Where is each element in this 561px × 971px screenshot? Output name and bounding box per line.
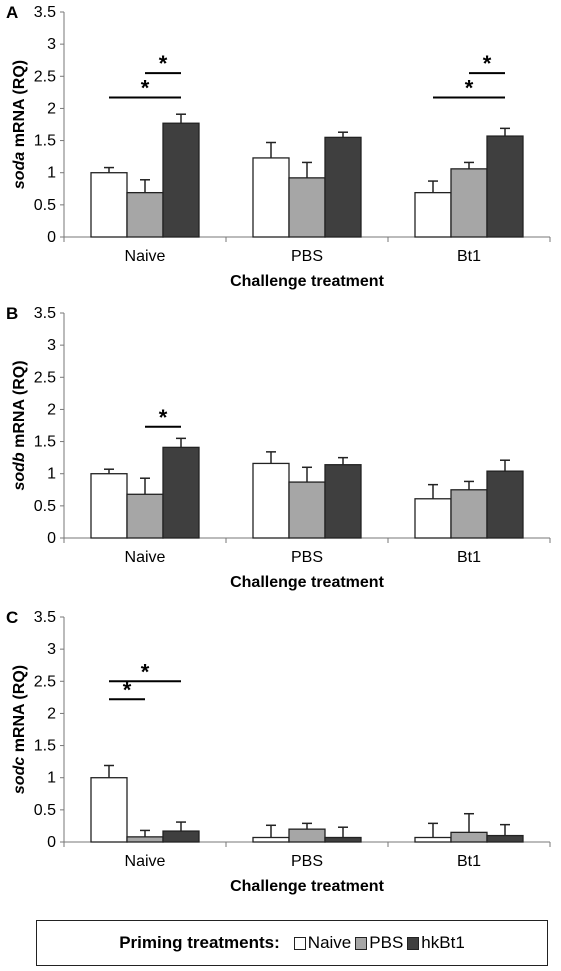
bar-c bbox=[252, 836, 290, 843]
x-tick-label-c: PBS bbox=[291, 853, 323, 870]
bar-c bbox=[288, 828, 326, 843]
x-tick-label-b: PBS bbox=[291, 549, 323, 566]
bar-a bbox=[486, 135, 524, 238]
legend-item-pbs: PBS bbox=[355, 933, 403, 953]
bar-c bbox=[162, 830, 200, 843]
bar-a bbox=[162, 122, 200, 238]
y-tick-label-c: 0 bbox=[47, 834, 56, 851]
y-tick-label-c: 1.5 bbox=[34, 738, 56, 755]
x-tick-label-a: Bt1 bbox=[457, 248, 481, 265]
y-tick-label-a: 3 bbox=[47, 36, 56, 53]
y-axis-title-gene-b: sodb bbox=[11, 452, 28, 490]
x-axis-title-b: Challenge treatment bbox=[230, 574, 384, 591]
bar-b bbox=[252, 462, 290, 539]
bar-a bbox=[324, 136, 362, 238]
y-tick-label-c: 0.5 bbox=[34, 802, 56, 819]
significance-star-b: * bbox=[159, 405, 168, 430]
y-axis-title-gene-c: sodc bbox=[11, 757, 28, 794]
x-tick-label-c: Bt1 bbox=[457, 853, 481, 870]
y-tick-label-c: 1 bbox=[47, 770, 56, 787]
y-tick-label-a: 1 bbox=[47, 165, 56, 182]
y-tick-label-c: 2.5 bbox=[34, 673, 56, 690]
y-axis-title-b: sodb mRNA (RQ) bbox=[11, 360, 28, 490]
y-tick-label-b: 3 bbox=[47, 337, 56, 354]
x-axis-title-a: Challenge treatment bbox=[230, 273, 384, 290]
bar-b bbox=[90, 473, 128, 539]
legend-title: Priming treatments: bbox=[119, 933, 280, 952]
x-axis-title-c: Challenge treatment bbox=[230, 878, 384, 895]
y-axis-title-unit-b: mRNA (RQ) bbox=[11, 360, 28, 452]
panel-label-c: C bbox=[6, 608, 18, 627]
y-axis-title-gene-a: soda bbox=[11, 152, 28, 189]
bar-c bbox=[126, 836, 164, 843]
bar-c bbox=[414, 836, 452, 843]
legend-swatch-naive bbox=[293, 936, 306, 950]
x-tick-label-c: Naive bbox=[125, 853, 166, 870]
y-tick-label-b: 3.5 bbox=[34, 305, 56, 322]
bar-a bbox=[126, 191, 164, 238]
x-tick-label-b: Naive bbox=[125, 549, 166, 566]
y-tick-label-a: 2 bbox=[47, 100, 56, 117]
panel-b: B 0 0.5 1 1.5 2 2.5 3 3.5 Naive PBS Bt1 Challenge tr… bbox=[6, 304, 551, 591]
significance-star-a: * bbox=[159, 51, 168, 76]
significance-star-a: * bbox=[483, 51, 492, 76]
y-axis-title-unit-c: mRNA (RQ) bbox=[11, 665, 28, 757]
y-tick-label-b: 0 bbox=[47, 530, 56, 547]
panel-label-a: A bbox=[6, 3, 18, 22]
legend-swatch-pbs bbox=[355, 936, 368, 950]
y-tick-label-a: 0.5 bbox=[34, 197, 56, 214]
bar-b bbox=[288, 481, 326, 539]
panel-a: A 0 0.5 1 1.5 2 2.5 3 3.5 Naive PBS Bt1 Challenge tr… bbox=[6, 3, 551, 290]
legend-label-hkbt1: hkBt1 bbox=[421, 933, 465, 952]
legend-item-hkbt1: hkBt1 bbox=[407, 933, 465, 953]
x-tick-label-a: Naive bbox=[125, 248, 166, 265]
significance-star-c: * bbox=[141, 659, 150, 684]
bar-c bbox=[450, 831, 488, 843]
bar-a bbox=[288, 177, 326, 238]
y-tick-label-c: 3 bbox=[47, 641, 56, 658]
bar-b bbox=[486, 470, 524, 539]
y-tick-label-a: 2.5 bbox=[34, 68, 56, 85]
x-tick-label-b: Bt1 bbox=[457, 549, 481, 566]
bar-c bbox=[486, 834, 524, 843]
y-tick-label-b: 1 bbox=[47, 466, 56, 483]
bar-a bbox=[450, 168, 488, 238]
legend-swatch-hkbt1 bbox=[407, 936, 420, 950]
y-tick-label-b: 1.5 bbox=[34, 434, 56, 451]
bar-c bbox=[324, 836, 362, 843]
significance-star-a: * bbox=[465, 76, 474, 101]
y-tick-label-b: 0.5 bbox=[34, 498, 56, 515]
y-tick-label-b: 2.5 bbox=[34, 369, 56, 386]
legend: Priming treatments: Naive PBS hkBt1 bbox=[36, 920, 548, 966]
bar-b bbox=[324, 464, 362, 539]
y-tick-label-a: 3.5 bbox=[34, 4, 56, 21]
bar-a bbox=[252, 157, 290, 238]
legend-item-naive: Naive bbox=[293, 933, 352, 953]
significance-star-c: * bbox=[123, 677, 132, 702]
bar-c bbox=[90, 777, 128, 843]
panel-label-b: B bbox=[6, 304, 18, 323]
panel-c: C 0 0.5 1 1.5 2 2.5 3 3.5 Naive PBS Bt1 Challenge tr… bbox=[6, 608, 551, 895]
y-axis-title-a: soda mRNA (RQ) bbox=[11, 60, 28, 189]
y-axis-title-unit-a: mRNA (RQ) bbox=[11, 60, 28, 152]
y-tick-label-c: 3.5 bbox=[34, 609, 56, 626]
legend-label-naive: Naive bbox=[307, 933, 352, 952]
bar-a bbox=[414, 191, 452, 238]
bar-b bbox=[414, 498, 452, 539]
legend-label-pbs: PBS bbox=[369, 933, 404, 952]
significance-star-a: * bbox=[141, 76, 150, 101]
y-axis-title-c: sodc mRNA (RQ) bbox=[11, 665, 28, 794]
bar-a bbox=[90, 172, 128, 238]
x-tick-label-a: PBS bbox=[291, 248, 323, 265]
y-tick-label-a: 0 bbox=[47, 229, 56, 246]
y-tick-label-b: 2 bbox=[47, 401, 56, 418]
bar-b bbox=[162, 446, 200, 539]
y-tick-label-c: 2 bbox=[47, 705, 56, 722]
y-tick-label-a: 1.5 bbox=[34, 133, 56, 150]
bar-b bbox=[450, 489, 488, 539]
bar-b bbox=[126, 493, 164, 539]
